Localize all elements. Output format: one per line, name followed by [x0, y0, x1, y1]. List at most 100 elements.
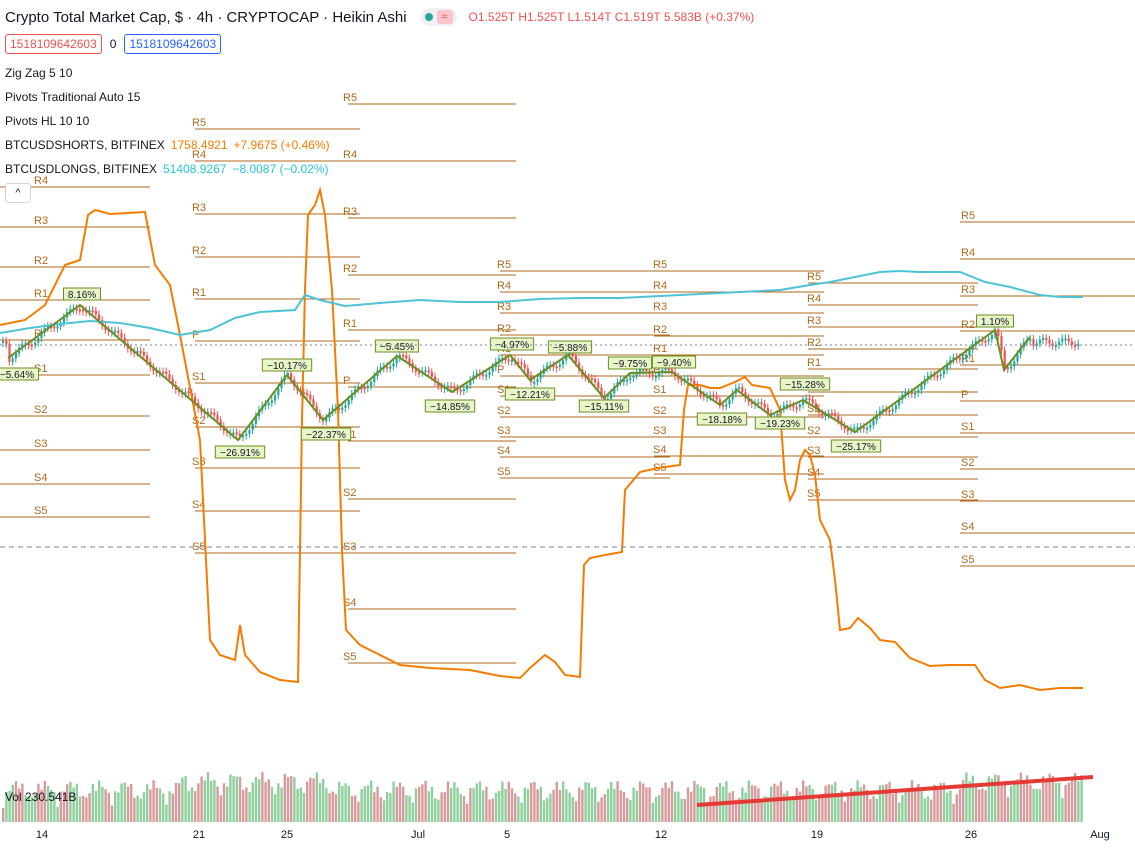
candle-body: [629, 377, 632, 380]
volume-bar: [414, 788, 418, 822]
volume-bar: [1010, 785, 1013, 822]
volume-bar: [907, 789, 910, 822]
volume-bar: [754, 785, 757, 822]
volume-bar: [312, 778, 315, 822]
indicator-pivots-traditional[interactable]: Pivots Traditional Auto 15: [5, 90, 141, 104]
candle-body: [107, 329, 110, 332]
candle-body: [725, 404, 728, 407]
volume-bar: [56, 806, 59, 822]
volume-bar: [677, 791, 680, 822]
candle-body: [430, 372, 433, 377]
volume-bar: [370, 780, 373, 822]
indicator-zigzag[interactable]: Zig Zag 5 10: [5, 66, 73, 80]
candle-body: [434, 376, 437, 383]
candle-body: [405, 355, 408, 359]
zigzag-label: −5.45%: [374, 339, 420, 353]
volume-bar: [843, 801, 846, 822]
volume-bar: [626, 797, 629, 822]
volume-bar: [14, 781, 18, 822]
volume-bar: [581, 789, 584, 822]
volume-label: Vol 230.541B: [5, 790, 77, 804]
volume-bar: [450, 787, 453, 822]
pivot-label: R5: [961, 210, 975, 222]
volume-bar: [878, 785, 882, 822]
buy-price-button[interactable]: 1518109642603: [124, 34, 222, 54]
candle-body: [482, 373, 485, 376]
pivot-label: R4: [343, 149, 357, 161]
candle-body: [974, 340, 977, 345]
candle-body: [219, 420, 222, 427]
pivot-label: R3: [653, 301, 667, 313]
volume-bar: [872, 796, 875, 822]
volume-bar: [542, 800, 546, 822]
zigzag-label-text: −19.23%: [760, 419, 800, 430]
candle-body: [894, 405, 897, 410]
zigzag-label-box: [214, 445, 266, 459]
volume-bar: [155, 787, 158, 822]
pivot-label: R4: [497, 280, 511, 292]
status-dots[interactable]: ≈: [420, 8, 457, 26]
volume-bar: [206, 772, 210, 822]
zigzag-label: −25.17%: [830, 439, 882, 453]
ohlc-values: O1.525T H1.525T L1.514T C1.519T 5.583B (…: [468, 10, 755, 24]
zigzag-label: −19.23%: [754, 416, 806, 430]
volume-bar: [632, 787, 635, 822]
chevron-up-icon[interactable]: ^: [5, 183, 31, 203]
volume-bar: [24, 795, 27, 822]
volume-bar: [510, 788, 514, 822]
candle-body: [738, 387, 741, 390]
btcusdshorts-line: [0, 186, 1083, 692]
symbol-title[interactable]: Crypto Total Market Cap, $ · 4h · CRYPTO…: [5, 8, 407, 26]
indicator-btcusdlongs[interactable]: BTCUSDLONGS, BITFINEX 51408.9267 −8.0087 (…: [5, 162, 329, 176]
sell-price-button[interactable]: 1518109642603: [5, 34, 102, 54]
volume-bar: [437, 799, 440, 822]
candle-body: [622, 379, 625, 382]
volume-bar: [398, 782, 402, 822]
indicator-pivots-hl[interactable]: Pivots HL 10 10: [5, 114, 90, 128]
candle-body: [235, 432, 238, 435]
pivot-label: R1: [961, 353, 975, 365]
volume-bar: [88, 793, 91, 822]
zigzag-label-box: [651, 355, 697, 369]
candle-body: [571, 351, 574, 357]
candle-body: [798, 404, 801, 408]
pivot-label: R5: [192, 117, 206, 129]
volume-bar: [978, 789, 981, 822]
volume-bar: [299, 787, 302, 822]
candle-body: [523, 364, 526, 369]
candle-body: [146, 355, 149, 362]
candle-body: [123, 337, 126, 344]
candle-body: [69, 309, 72, 313]
candle-body: [952, 357, 955, 360]
candle-body: [984, 340, 987, 343]
candle-body: [446, 386, 449, 389]
candle-body: [46, 326, 49, 329]
zigzag-label-box: [696, 412, 748, 426]
volume-bar: [238, 776, 242, 822]
candle-body: [866, 427, 869, 430]
volume-bar: [933, 784, 936, 822]
pivot-label: R5: [807, 271, 821, 283]
candle-body: [414, 368, 417, 372]
volume-bar: [274, 794, 277, 822]
zigzag-label-text: −14.85%: [430, 402, 470, 413]
volume-bar: [1051, 775, 1054, 822]
indicator-btcusdshorts[interactable]: BTCUSDSHORTS, BITFINEX 1758.4921 +7.9675 (…: [5, 138, 330, 152]
candle-body: [1067, 338, 1070, 342]
volume-bar: [635, 790, 638, 822]
candle-body: [1003, 350, 1006, 368]
candle-body: [946, 364, 949, 371]
candle-body: [533, 381, 536, 384]
candle-body: [40, 332, 43, 339]
volume-bar: [901, 795, 904, 822]
trade-buttons: 1518109642603 0 1518109642603: [5, 34, 222, 54]
pivot-label: R1: [343, 318, 357, 330]
volume-bar: [344, 783, 347, 822]
zigzag-label: 8.16%: [63, 287, 101, 301]
volume-bar: [869, 799, 872, 822]
volume-bar: [501, 781, 504, 822]
volume-bar: [680, 798, 683, 822]
volume-bar: [203, 780, 206, 822]
candle-body: [232, 432, 235, 435]
